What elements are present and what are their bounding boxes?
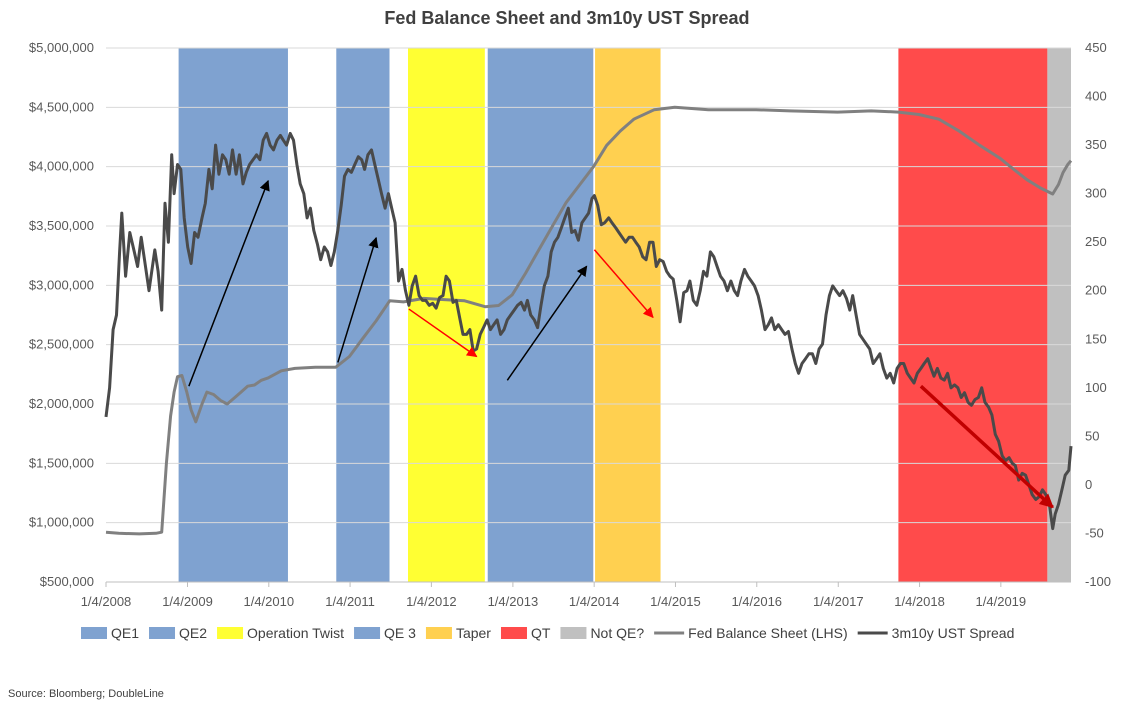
legend-item-3m10y-ust-spread: 3m10y UST Spread bbox=[857, 625, 1015, 641]
legend-label: QE 3 bbox=[384, 625, 416, 641]
y-left-tick-label: $3,000,000 bbox=[29, 277, 94, 292]
legend-item-not-qe: Not QE? bbox=[560, 625, 644, 641]
y-left-tick-label: $500,000 bbox=[40, 574, 94, 589]
x-tick-label: 1/4/2016 bbox=[731, 594, 782, 609]
legend-label: QE2 bbox=[179, 625, 207, 641]
x-tick-label: 1/4/2018 bbox=[894, 594, 945, 609]
legend-item-qe1: QE1 bbox=[81, 625, 139, 641]
y-left-tick-label: $2,000,000 bbox=[29, 396, 94, 411]
source-note: Source: Bloomberg; DoubleLine bbox=[8, 688, 164, 700]
x-tick-label: 1/4/2013 bbox=[488, 594, 539, 609]
legend-swatch bbox=[81, 627, 107, 639]
y-left-tick-label: $5,000,000 bbox=[29, 40, 94, 55]
y-left-tick-label: $1,000,000 bbox=[29, 515, 94, 530]
x-tick-label: 1/4/2012 bbox=[406, 594, 457, 609]
legend-item-qt: QT bbox=[500, 625, 551, 641]
legend-label: QT bbox=[531, 625, 551, 641]
legend-swatch bbox=[149, 627, 176, 639]
legend-label: 3m10y UST Spread bbox=[892, 625, 1015, 641]
y-right-tick-label: 200 bbox=[1085, 283, 1107, 298]
y-left-tick-label: $2,500,000 bbox=[29, 337, 94, 352]
arrow-annotation bbox=[337, 236, 379, 363]
y-right-tick-label: 100 bbox=[1085, 380, 1107, 395]
y-right-tick-label: 300 bbox=[1085, 186, 1107, 201]
x-tick-label: 1/4/2015 bbox=[650, 594, 701, 609]
annotation-arrows bbox=[188, 179, 1054, 509]
legend-swatch bbox=[560, 627, 587, 639]
regime-band-qt bbox=[898, 48, 1048, 582]
legend-swatch bbox=[500, 627, 527, 639]
legend-label: Fed Balance Sheet (LHS) bbox=[688, 625, 848, 641]
arrow-annotation bbox=[188, 179, 270, 387]
legend-label: Operation Twist bbox=[247, 625, 344, 641]
series-lines bbox=[104, 105, 1073, 536]
legend-swatch bbox=[425, 627, 452, 639]
y-left-tick-label: $3,500,000 bbox=[29, 218, 94, 233]
legend-label: Taper bbox=[456, 625, 491, 641]
series-3m10y-ust-spread bbox=[104, 131, 1073, 531]
legend-item-taper: Taper bbox=[425, 625, 491, 641]
x-tick-label: 1/4/2019 bbox=[976, 594, 1027, 609]
legend-swatch bbox=[354, 627, 381, 639]
legend-label: Not QE? bbox=[590, 625, 644, 641]
legend-item-operation-twist: Operation Twist bbox=[217, 625, 344, 641]
regime-band-qe1 bbox=[178, 48, 288, 582]
y-right-tick-label: 250 bbox=[1085, 234, 1107, 249]
y-right-tick-label: 400 bbox=[1085, 89, 1107, 104]
series-fed-balance-sheet-lhs bbox=[105, 105, 1073, 536]
x-tick-label: 1/4/2008 bbox=[81, 594, 132, 609]
regime-bands bbox=[178, 48, 1071, 582]
chart-title: Fed Balance Sheet and 3m10y UST Spread bbox=[384, 8, 749, 28]
y-axis-right: -100 -50 0 50 100 150 200 250 300 350 400 450 bbox=[1085, 40, 1111, 589]
regime-band-not-qe bbox=[1047, 48, 1071, 582]
regime-band-operation-twist bbox=[407, 48, 485, 582]
x-tick-label: 1/4/2009 bbox=[162, 594, 213, 609]
y-axis-left: $500,000 $1,000,000 $1,500,000 $2,000,000 $2… bbox=[29, 40, 94, 589]
legend: QE1 QE2 Operation Twist QE 3 Taper QT Not QE? F… bbox=[81, 625, 1014, 641]
y-right-tick-label: -100 bbox=[1085, 574, 1111, 589]
x-tick-label: 1/4/2011 bbox=[325, 594, 375, 609]
y-right-tick-label: 150 bbox=[1085, 331, 1107, 346]
y-right-tick-label: 50 bbox=[1085, 428, 1099, 443]
legend-swatch bbox=[217, 627, 244, 639]
y-left-tick-label: $4,000,000 bbox=[29, 159, 94, 174]
arrow-annotation bbox=[919, 384, 1054, 509]
x-axis: 1/4/2008 1/4/2009 1/4/2010 1/4/2011 1/4/2012… bbox=[81, 581, 1071, 609]
x-tick-label: 1/4/2014 bbox=[569, 594, 620, 609]
y-right-tick-label: 450 bbox=[1085, 40, 1107, 55]
x-tick-label: 1/4/2017 bbox=[813, 594, 864, 609]
y-right-tick-label: -50 bbox=[1085, 525, 1104, 540]
y-left-tick-label: $4,500,000 bbox=[29, 99, 94, 114]
legend-label: QE1 bbox=[111, 625, 139, 641]
arrow-annotation bbox=[408, 308, 478, 358]
arrow-annotation bbox=[593, 249, 654, 319]
x-tick-label: 1/4/2010 bbox=[243, 594, 294, 609]
legend-item-fed-balance-sheet-lhs: Fed Balance Sheet (LHS) bbox=[654, 625, 848, 641]
legend-item-qe2: QE2 bbox=[149, 625, 207, 641]
y-left-tick-label: $1,500,000 bbox=[29, 455, 94, 470]
legend-item-qe-3: QE 3 bbox=[354, 625, 416, 641]
arrow-annotation bbox=[506, 265, 588, 381]
y-right-tick-label: 0 bbox=[1085, 477, 1092, 492]
y-right-tick-label: 350 bbox=[1085, 137, 1107, 152]
